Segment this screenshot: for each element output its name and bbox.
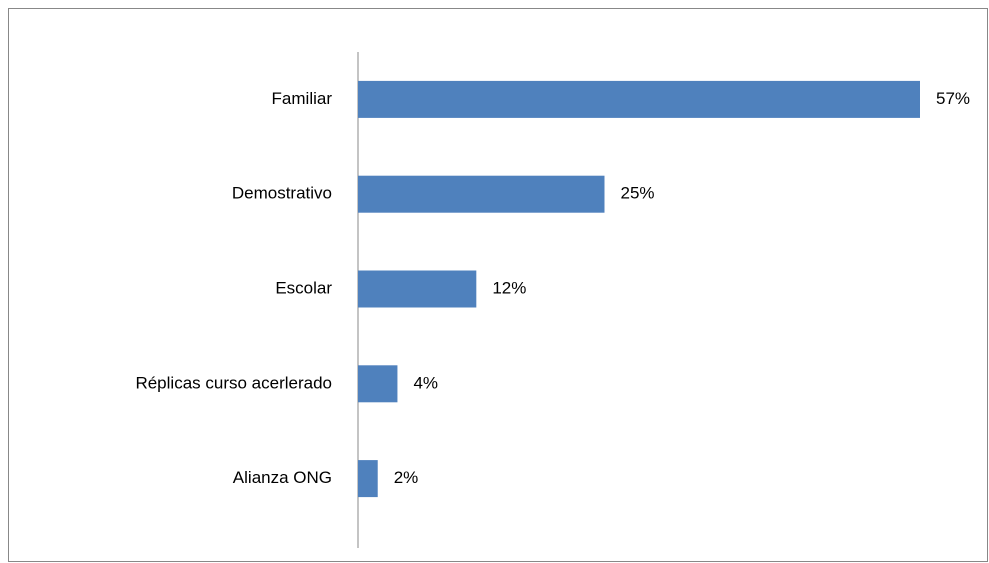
bar xyxy=(358,80,920,118)
bar xyxy=(358,460,378,498)
category-label: Demostrativo xyxy=(232,184,332,203)
category-label: Réplicas curso acerlerado xyxy=(135,373,332,392)
category-label: Familiar xyxy=(272,89,333,108)
data-label: 4% xyxy=(413,373,438,392)
bar xyxy=(358,175,605,213)
data-label: 57% xyxy=(936,89,970,108)
category-label: Escolar xyxy=(275,278,332,297)
data-label: 12% xyxy=(492,278,526,297)
data-label: 2% xyxy=(394,468,419,487)
bar xyxy=(358,270,477,308)
bar xyxy=(358,365,398,403)
category-label: Alianza ONG xyxy=(233,468,332,487)
data-label: 25% xyxy=(620,184,654,203)
